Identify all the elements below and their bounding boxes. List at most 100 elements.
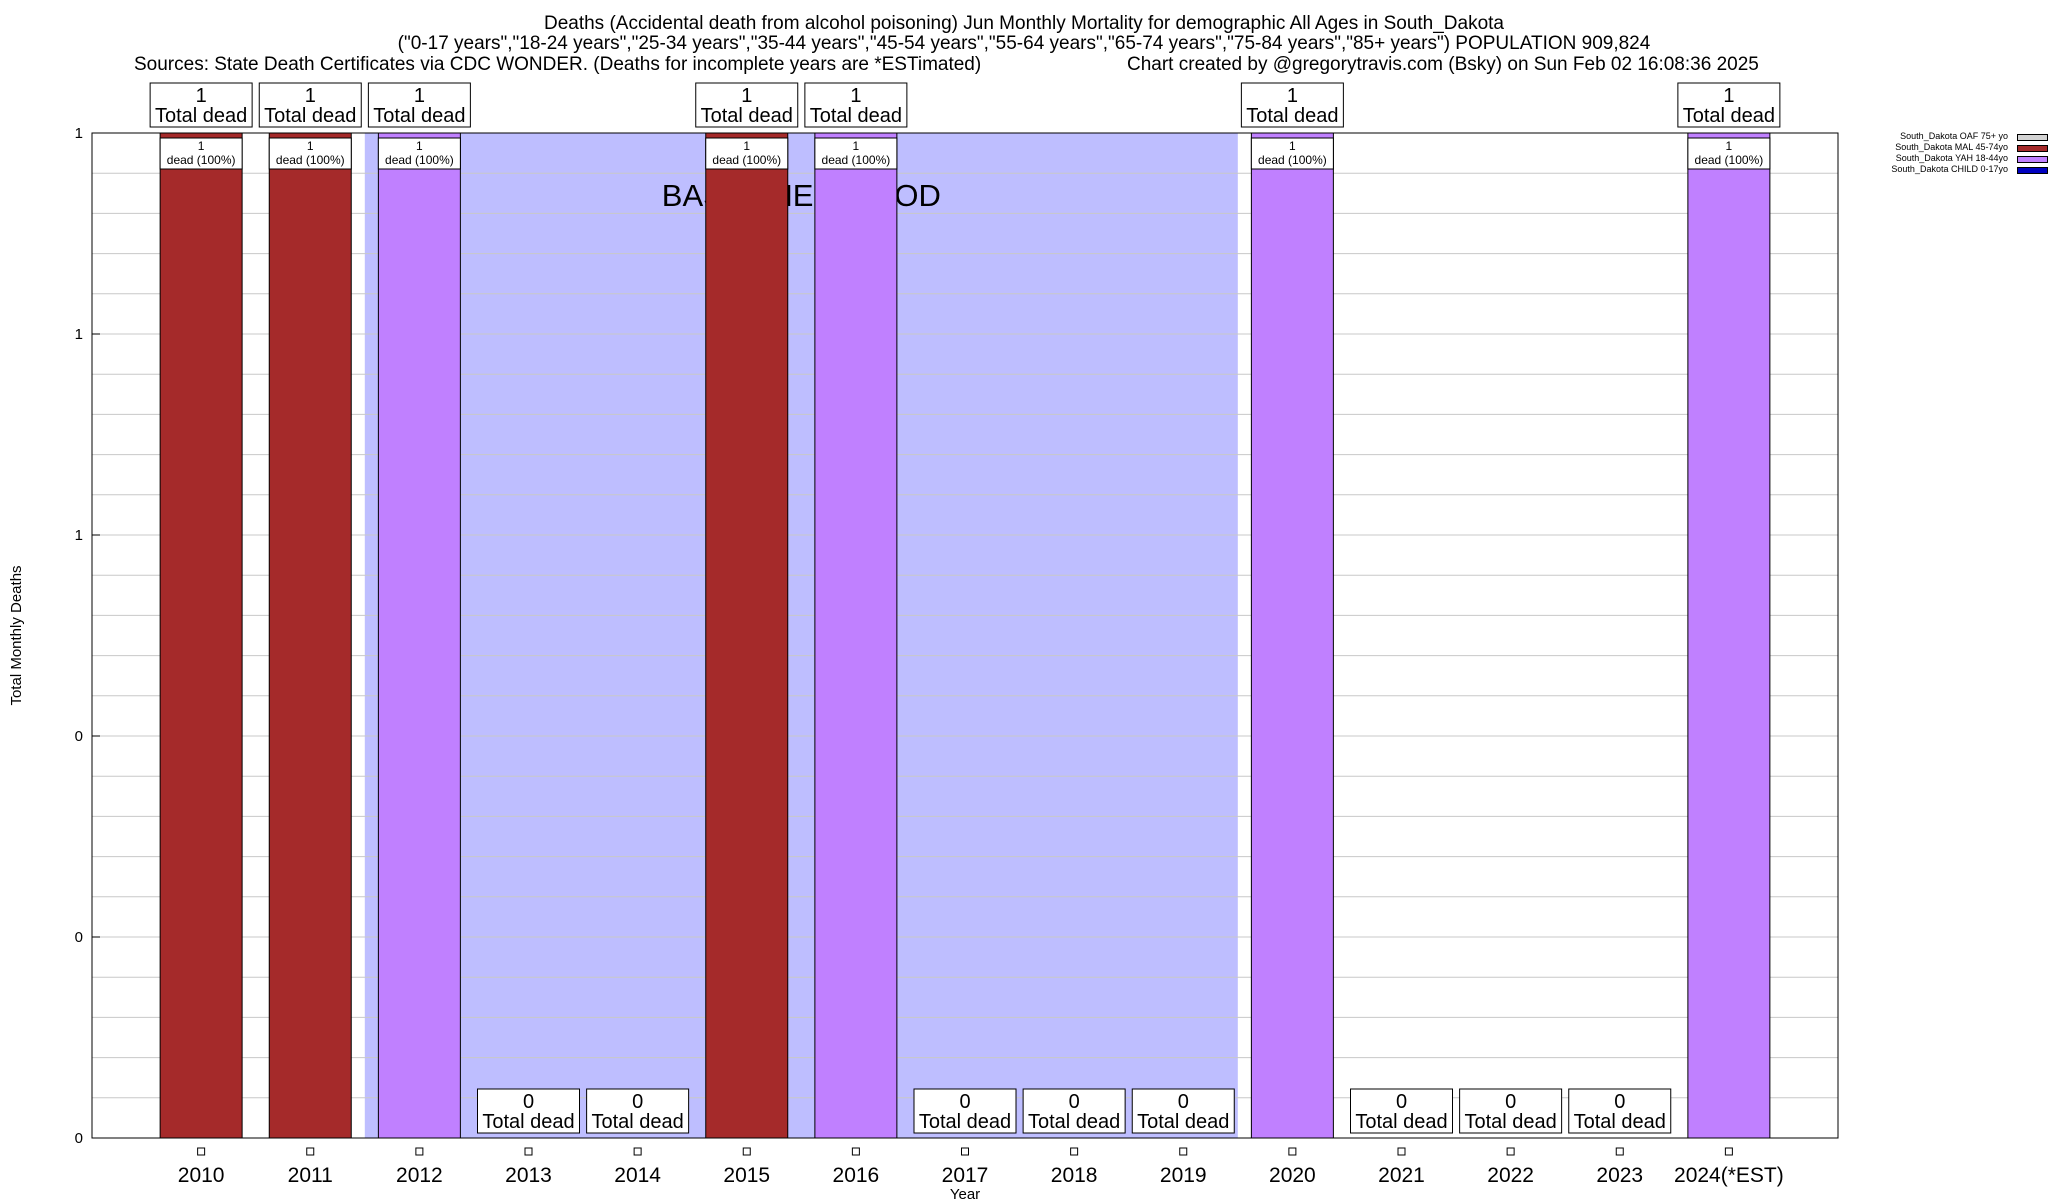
segment-count-label: 1 [1726, 139, 1733, 153]
x-tick-label: 2024(*EST) [1674, 1164, 1784, 1187]
chart-sources: Sources: State Death Certificates via CD… [134, 54, 982, 75]
segment-count-label: 1 [416, 139, 423, 153]
bar-segment [1687, 132, 1771, 1139]
legend-label: South_Dakota CHILD 0-17yo [1891, 164, 2008, 174]
total-text-label: Total dead [810, 105, 902, 127]
segment-label-box [377, 137, 461, 170]
total-label-box [586, 1088, 690, 1134]
x-tick-marker [1288, 1147, 1297, 1156]
x-tick-label: 2015 [723, 1164, 770, 1187]
y-axis-label: Total Monthly Deaths [8, 565, 25, 705]
legend-swatch [2017, 167, 2048, 174]
total-text-label: Total dead [482, 1111, 574, 1133]
x-tick-label: 2022 [1487, 1164, 1534, 1187]
total-label-box [1459, 1088, 1563, 1134]
bar-segment [268, 132, 352, 1139]
segment-count-label: 1 [1289, 139, 1296, 153]
total-text-label: Total dead [701, 105, 793, 127]
segment-label-box [159, 137, 243, 170]
segment-label-box [1687, 137, 1771, 170]
total-label-box [477, 1088, 580, 1134]
x-tick-label: 2012 [396, 1164, 443, 1187]
segment-label-box [814, 137, 898, 170]
y-tick-label: 1 [75, 125, 83, 142]
legend-swatch [2017, 145, 2048, 152]
total-label-box [1677, 82, 1781, 128]
total-label-box [913, 1088, 1017, 1134]
x-tick-marker [1506, 1147, 1515, 1156]
x-tick-label: 2023 [1596, 1164, 1643, 1187]
total-text-label: Total dead [591, 1111, 683, 1133]
segment-percent-label: dead (100%) [167, 153, 236, 167]
legend-label: South_Dakota YAH 18-44yo [1895, 153, 2008, 163]
bar-segment [159, 132, 243, 1139]
segment-label-box [705, 137, 789, 170]
total-text-label: Total dead [1574, 1111, 1666, 1133]
total-label-box [1240, 82, 1344, 128]
segment-percent-label: dead (100%) [1695, 153, 1764, 167]
total-text-label: Total dead [1137, 1111, 1229, 1133]
x-tick-label: 2014 [614, 1164, 661, 1187]
total-value-label: 1 [414, 85, 425, 107]
y-tick-label: 1 [75, 326, 83, 343]
x-tick-marker [633, 1147, 642, 1156]
x-tick-label: 2021 [1378, 1164, 1425, 1187]
x-tick-marker [1179, 1147, 1188, 1156]
total-label-box [1350, 1088, 1453, 1134]
x-tick-label: 2016 [833, 1164, 880, 1187]
total-text-label: Total dead [155, 105, 247, 127]
y-tick-label: 0 [75, 728, 83, 745]
segment-label-box [1250, 137, 1334, 170]
segment-percent-label: dead (100%) [712, 153, 781, 167]
x-tick-label: 2010 [178, 1164, 225, 1187]
total-text-label: Total dead [1355, 1111, 1447, 1133]
total-text-label: Total dead [1028, 1111, 1120, 1133]
total-value-label: 1 [850, 85, 861, 107]
total-value-label: 0 [1069, 1091, 1080, 1113]
bar-segment [1250, 132, 1334, 1139]
chart-credit: Chart created by @gregorytravis.com (Bsk… [1127, 54, 1759, 75]
x-tick-marker [1615, 1147, 1624, 1156]
segment-count-label: 1 [743, 139, 750, 153]
x-tick-marker [524, 1147, 533, 1156]
legend-label: South_Dakota MAL 45-74yo [1895, 142, 2008, 152]
baseline-label: BASELINE PERIOD [662, 178, 941, 213]
x-tick-marker [197, 1147, 206, 1156]
total-label-box [258, 82, 362, 128]
total-text-label: Total dead [919, 1111, 1011, 1133]
x-tick-marker [306, 1147, 315, 1156]
bar-segment [814, 132, 898, 1139]
segment-percent-label: dead (100%) [385, 153, 454, 167]
x-tick-label: 2019 [1160, 1164, 1207, 1187]
x-tick-label: 2013 [505, 1164, 552, 1187]
segment-label-box [268, 137, 352, 170]
total-value-label: 1 [196, 85, 207, 107]
x-tick-label: 2011 [288, 1164, 333, 1187]
legend-item: South_Dakota CHILD 0-17yo [1862, 164, 2048, 175]
total-value-label: 0 [1396, 1091, 1407, 1113]
total-text-label: Total dead [1683, 105, 1775, 127]
total-value-label: 0 [632, 1091, 643, 1113]
baseline-period-region [364, 133, 1238, 1138]
total-value-label: 1 [305, 85, 316, 107]
segment-percent-label: dead (100%) [1258, 153, 1327, 167]
y-tick-label: 0 [75, 929, 83, 946]
segment-percent-label: dead (100%) [276, 153, 345, 167]
segment-percent-label: dead (100%) [822, 153, 891, 167]
plot-border [91, 132, 1839, 1139]
total-value-label: 1 [1287, 85, 1298, 107]
segment-count-label: 1 [307, 139, 314, 153]
x-tick-marker [742, 1147, 751, 1156]
y-tick-label: 1 [75, 527, 83, 544]
segment-count-label: 1 [198, 139, 205, 153]
total-text-label: Total dead [1464, 1111, 1556, 1133]
legend-label: South_Dakota OAF 75+ yo [1900, 131, 2008, 141]
total-label-box [1022, 1088, 1126, 1134]
chart-title: Deaths (Accidental death from alcohol po… [543, 13, 1505, 34]
x-tick-marker [415, 1147, 424, 1156]
total-value-label: 0 [1178, 1091, 1189, 1113]
x-tick-label: 2018 [1051, 1164, 1098, 1187]
chart-subtitle: ("0-17 years","18-24 years","25-34 years… [397, 33, 1651, 54]
total-value-label: 0 [1614, 1091, 1625, 1113]
